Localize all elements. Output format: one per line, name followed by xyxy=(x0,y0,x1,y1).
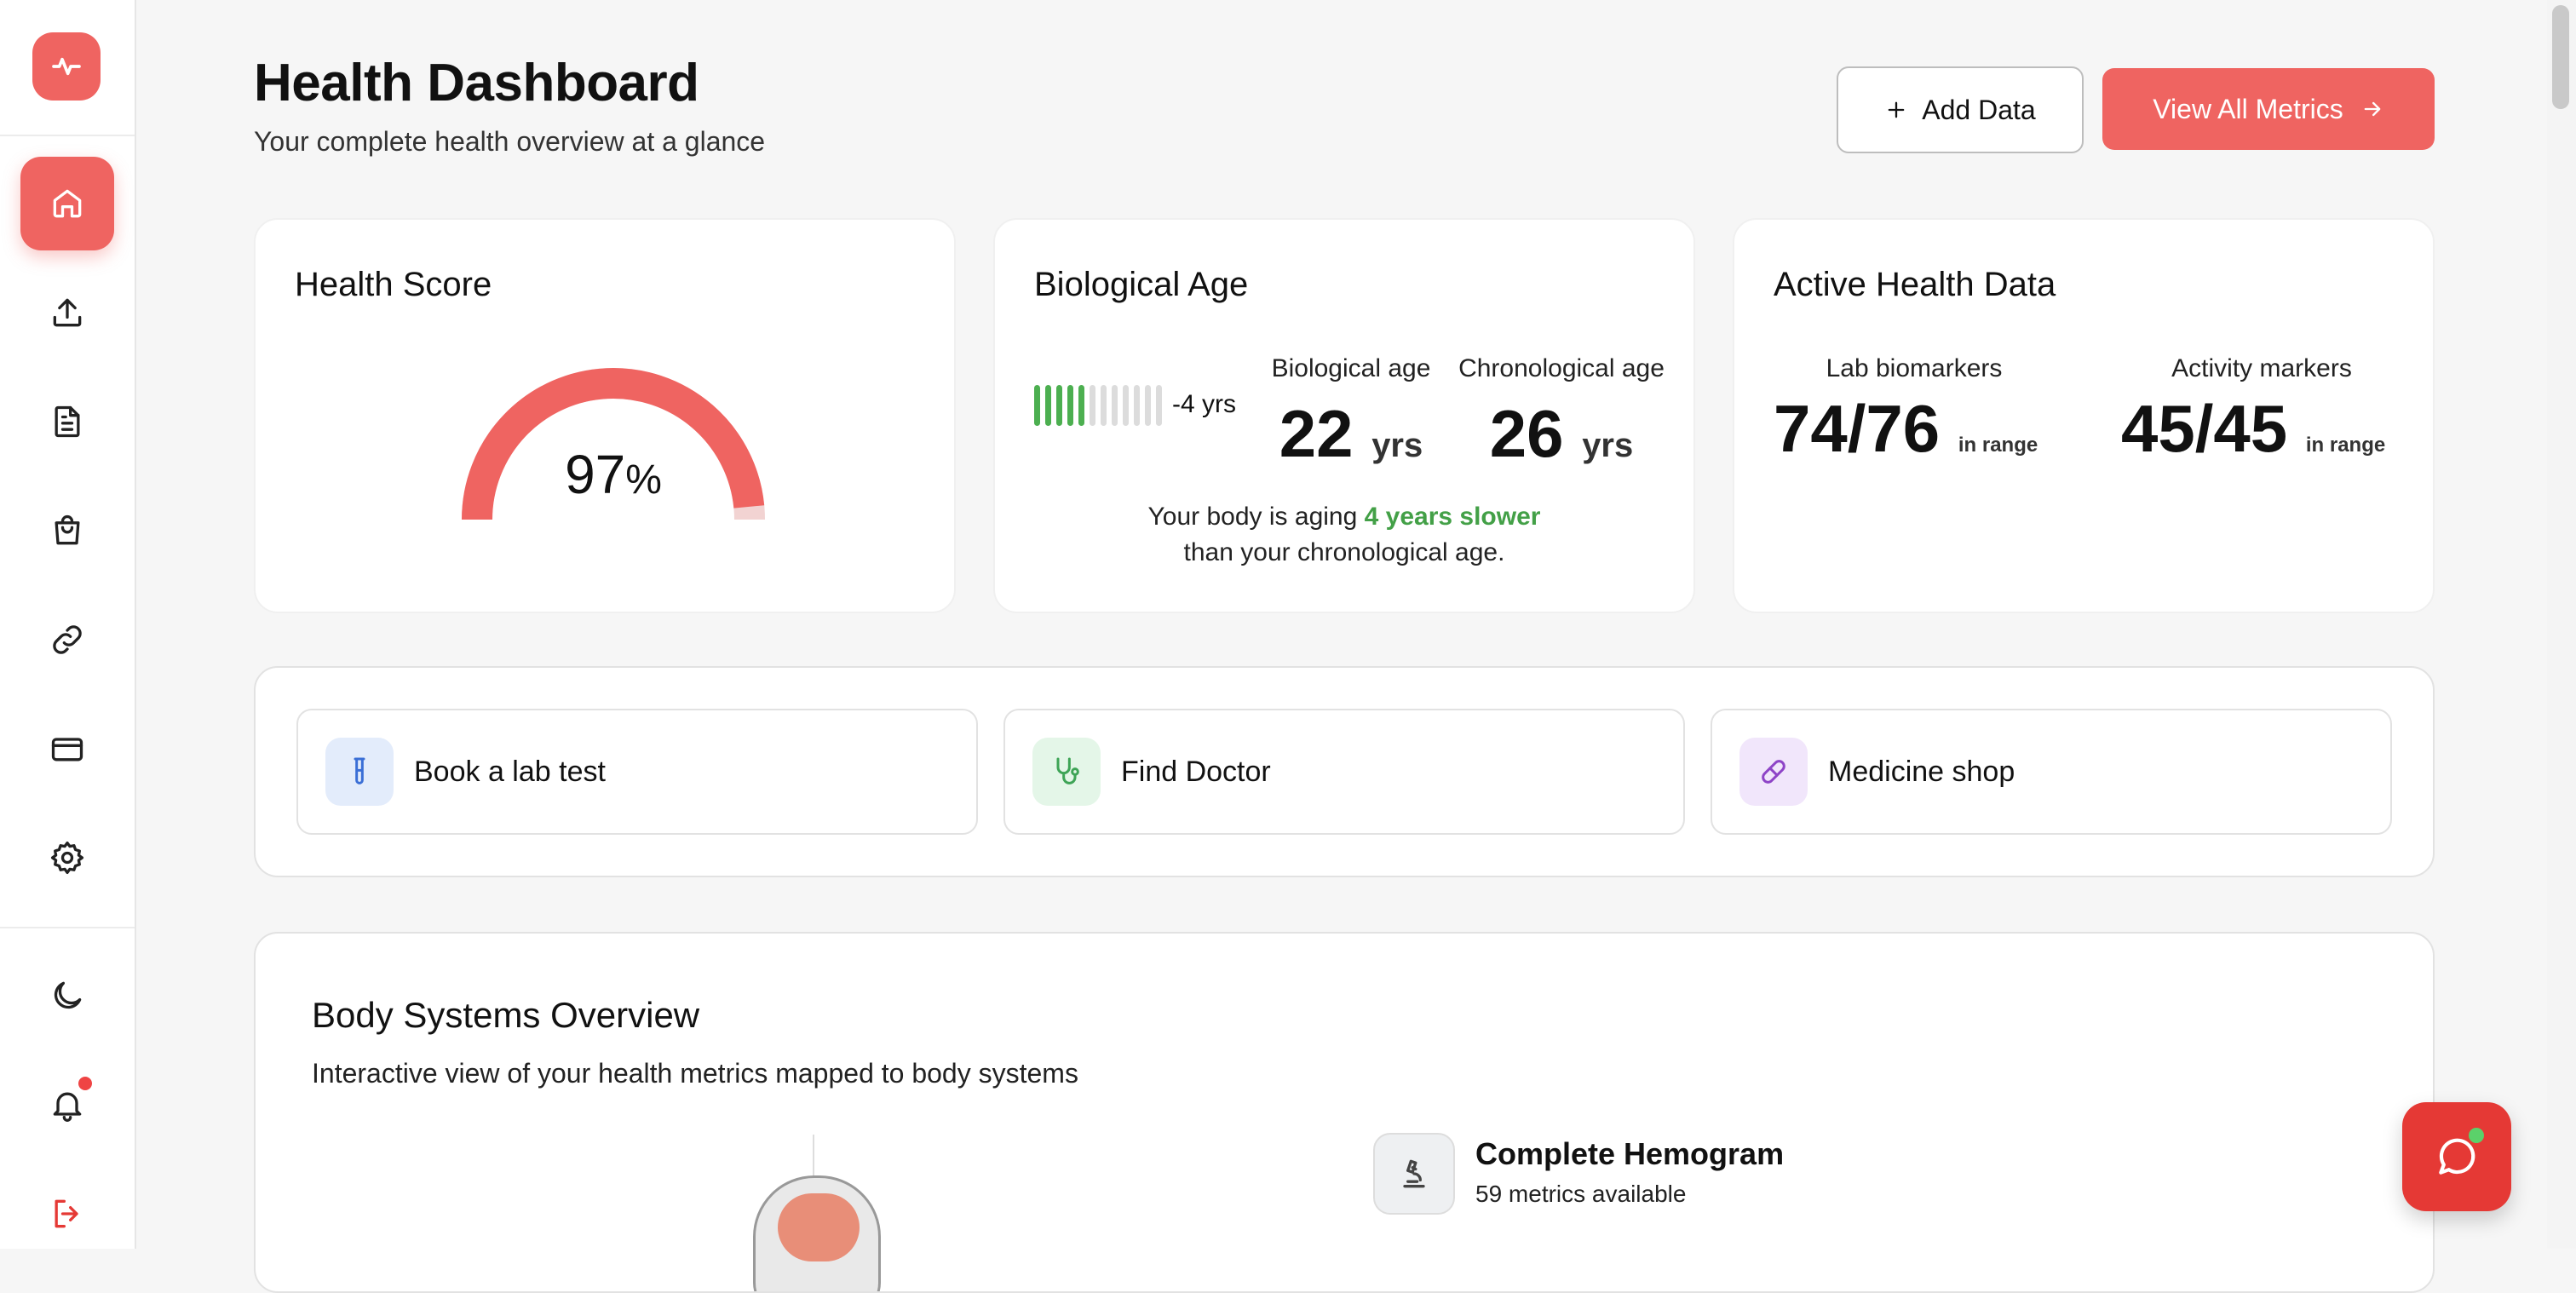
age-bar-segment xyxy=(1090,385,1095,426)
moon-icon xyxy=(54,981,82,1009)
chat-online-dot xyxy=(2469,1128,2484,1143)
document-icon xyxy=(55,405,80,438)
test-tube-icon xyxy=(354,757,365,784)
active-health-data-card: Active Health Data Lab biomarkers 74/76 … xyxy=(1733,218,2435,613)
credit-card-icon xyxy=(51,738,83,761)
chat-button[interactable] xyxy=(2402,1102,2511,1211)
lab-biomarkers-block: Lab biomarkers 74/76 in range xyxy=(1774,354,2055,462)
sidebar-item-links[interactable] xyxy=(20,593,114,687)
body-systems-title: Body Systems Overview xyxy=(312,995,700,1035)
age-bar-segment xyxy=(1045,385,1051,426)
book-lab-test-label: Book a lab test xyxy=(414,755,606,788)
activity-markers-value: 45/45 in range xyxy=(2121,391,2386,466)
complete-hemogram-title[interactable]: Complete Hemogram xyxy=(1475,1136,1785,1171)
body-systems-section: Body Systems Overview Interactive view o… xyxy=(254,932,2435,1293)
medicine-shop-button[interactable]: Medicine shop xyxy=(1711,709,2392,835)
age-bar-segment xyxy=(1101,385,1107,426)
page-title: Health Dashboard xyxy=(254,54,699,112)
age-difference: -4 yrs xyxy=(1172,390,1236,418)
lab-biomarkers-label: Lab biomarkers xyxy=(1826,354,2003,382)
shopping-bag-icon xyxy=(55,514,80,545)
find-doctor-button[interactable]: Find Doctor xyxy=(1003,709,1685,835)
pulse-icon xyxy=(52,57,81,76)
age-bars xyxy=(1034,385,1162,426)
find-doctor-label: Find Doctor xyxy=(1121,755,1271,788)
age-bar-segment xyxy=(1145,385,1151,426)
pill-icon xyxy=(1762,760,1785,784)
scrollbar-thumb[interactable] xyxy=(2552,5,2569,109)
home-icon xyxy=(53,189,82,218)
stethoscope-icon xyxy=(1056,757,1079,784)
logout-icon xyxy=(55,1199,78,1228)
chat-bubble-icon xyxy=(2439,1138,2475,1175)
sidebar-item-notifications[interactable] xyxy=(20,1058,114,1152)
action-icon-wrap xyxy=(325,738,394,806)
age-bar-segment xyxy=(1123,385,1129,426)
sidebar-item-documents[interactable] xyxy=(20,375,114,468)
sidebar-item-theme[interactable] xyxy=(20,949,114,1043)
health-score-card: Health Score 97% xyxy=(254,218,956,613)
lab-biomarkers-value: 74/76 in range xyxy=(1774,391,2038,466)
activity-markers-label: Activity markers xyxy=(2171,354,2352,382)
sidebar xyxy=(0,0,136,1249)
age-bar-segment xyxy=(1134,385,1140,426)
body-head-illustration[interactable] xyxy=(753,1175,881,1291)
action-icon-wrap xyxy=(1032,738,1101,806)
age-bar-segment xyxy=(1056,385,1062,426)
microscope-icon xyxy=(1403,1159,1425,1188)
medicine-shop-label: Medicine shop xyxy=(1828,755,2015,788)
add-data-button[interactable]: Add Data xyxy=(1837,66,2084,153)
bio-age-value: 22 yrs xyxy=(1279,396,1423,471)
biological-age-card: Biological Age -4 yrs Biological age 22 … xyxy=(993,218,1695,613)
age-bar-segment xyxy=(1078,385,1084,426)
health-score-gauge: 97% xyxy=(460,366,767,537)
hemogram-metrics-count: 59 metrics available xyxy=(1475,1181,1687,1207)
health-score-title: Health Score xyxy=(295,266,492,303)
view-all-metrics-button[interactable]: View All Metrics xyxy=(2102,68,2435,150)
sidebar-item-settings[interactable] xyxy=(20,811,114,905)
sidebar-item-shop[interactable] xyxy=(20,484,114,578)
active-data-title: Active Health Data xyxy=(1774,266,2056,303)
health-score-value: 97% xyxy=(565,444,662,505)
book-lab-test-button[interactable]: Book a lab test xyxy=(296,709,978,835)
chrono-age-block: Chronological age 26 yrs xyxy=(1448,354,1675,467)
brain-illustration xyxy=(778,1193,860,1261)
action-icon-wrap xyxy=(1739,738,1808,806)
app-logo[interactable] xyxy=(32,32,101,101)
chrono-age-value: 26 yrs xyxy=(1489,396,1634,471)
sidebar-item-logout[interactable] xyxy=(20,1167,114,1261)
view-all-label: View All Metrics xyxy=(2153,93,2343,124)
bio-age-label: Biological age xyxy=(1271,354,1431,382)
gear-icon xyxy=(50,841,84,875)
link-icon xyxy=(53,625,82,654)
activity-markers-block: Activity markers 45/45 in range xyxy=(2121,354,2402,462)
plus-icon xyxy=(1888,101,1905,118)
quick-actions: Book a lab test Find Doctor Medicine sho… xyxy=(254,666,2435,877)
microscope-icon-wrap xyxy=(1373,1133,1455,1215)
age-bar-segment xyxy=(1112,385,1118,426)
aging-message: Your body is aging 4 years slower than y… xyxy=(1147,503,1541,566)
age-bar-segment xyxy=(1067,385,1073,426)
sidebar-divider xyxy=(0,135,135,136)
chrono-age-label: Chronological age xyxy=(1458,354,1665,382)
arrow-right-icon xyxy=(2364,101,2381,117)
bell-icon xyxy=(53,1092,82,1122)
age-bar-segment xyxy=(1034,385,1040,426)
body-systems-subtitle: Interactive view of your health metrics … xyxy=(312,1058,1078,1089)
page-subtitle: Your complete health overview at a glanc… xyxy=(254,126,766,157)
sidebar-item-home[interactable] xyxy=(20,157,114,250)
sidebar-item-billing[interactable] xyxy=(20,702,114,796)
gauge-fill xyxy=(462,368,765,520)
scrollbar[interactable] xyxy=(2547,0,2576,1249)
biological-age-title: Biological Age xyxy=(1034,266,1249,303)
notification-badge xyxy=(78,1077,92,1090)
sidebar-item-upload[interactable] xyxy=(20,266,114,359)
add-data-label: Add Data xyxy=(1922,94,2036,125)
age-bar-segment xyxy=(1156,385,1162,426)
upload-icon xyxy=(53,298,82,327)
bio-age-block: Biological age 22 yrs xyxy=(1266,354,1436,467)
sidebar-divider xyxy=(0,927,135,928)
